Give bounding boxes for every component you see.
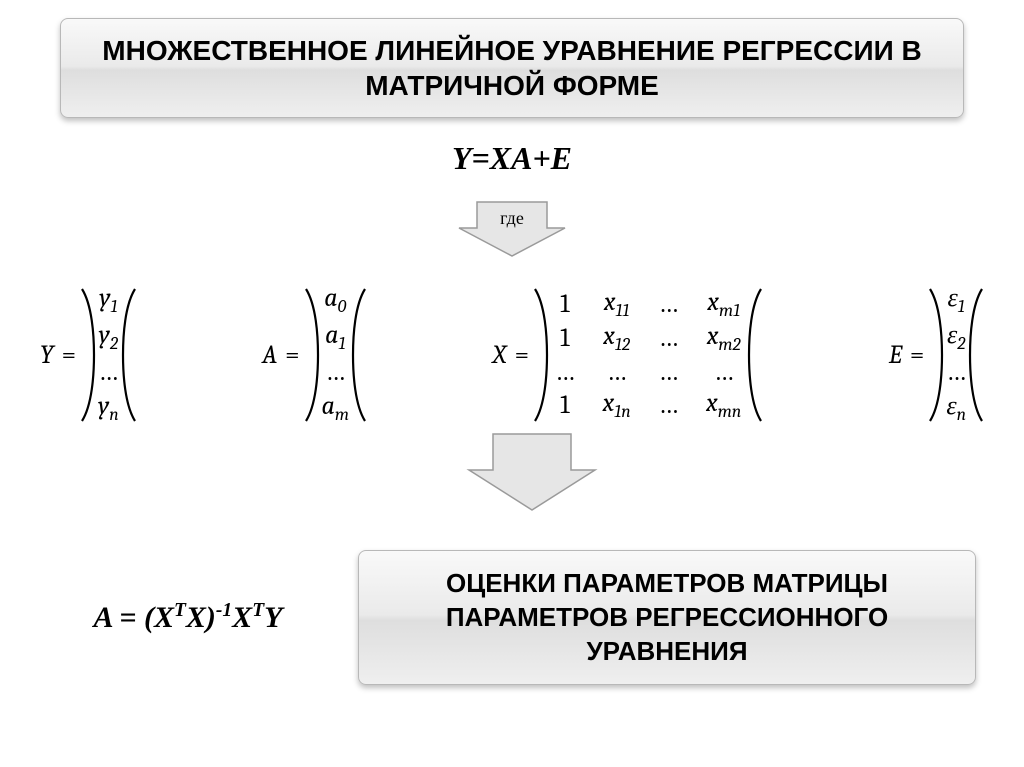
left-paren-icon <box>80 285 96 425</box>
formula-A: A = (XTX)-1XTY <box>48 600 328 635</box>
title-banner: МНОЖЕСТВЕННОЕ ЛИНЕЙНОЕ УРАВНЕНИЕ РЕГРЕСС… <box>60 18 964 118</box>
matrix-cell: … <box>659 390 679 420</box>
matrix-cell: … <box>603 357 631 387</box>
matrix-X-grid: 1 x11 … xm1 1 x12 … xm2 … … … … 1 x1n … … <box>549 287 747 422</box>
matrix-cell: ε2 <box>946 319 966 356</box>
matrix-cell: xm1 <box>706 287 741 321</box>
matrix-cell: … <box>322 356 350 390</box>
matrix-cell: εn <box>946 390 966 427</box>
matrix-cell: … <box>659 289 679 319</box>
matrix-cell: … <box>659 357 679 387</box>
where-label: где <box>453 208 571 229</box>
matrix-cell: xmn <box>706 388 741 422</box>
equals-sign: = <box>910 340 924 370</box>
matrix-cell: 1 <box>555 289 575 319</box>
left-paren-icon <box>304 285 320 425</box>
where-arrow: где <box>453 198 571 260</box>
matrix-Y-column: y1 y2 … yn <box>96 282 121 427</box>
result-banner: ОЦЕНКИ ПАРАМЕТРОВ МАТРИЦЫ ПАРАМЕТРОВ РЕГ… <box>358 550 976 685</box>
equals-sign: = <box>515 340 529 370</box>
matrix-cell: … <box>98 356 119 390</box>
matrix-cell: 1 <box>555 323 575 353</box>
matrix-cell: a0 <box>322 282 350 319</box>
matrix-cell: … <box>555 357 575 387</box>
equals-sign: = <box>285 340 299 370</box>
matrix-Y: Y = y1 y2 … yn <box>40 282 137 427</box>
matrix-cell: … <box>659 323 679 353</box>
matrix-Y-label: Y <box>40 340 54 370</box>
main-equation: Y=XA+E <box>0 140 1024 177</box>
footer-row: A = (XTX)-1XTY ОЦЕНКИ ПАРАМЕТРОВ МАТРИЦЫ… <box>48 550 976 685</box>
down-arrow-icon <box>463 428 601 516</box>
matrix-cell: ε1 <box>946 282 966 319</box>
matrix-cell: am <box>322 390 350 427</box>
matrix-A: A = a0 a1 … am <box>262 282 367 427</box>
matrix-cell: x12 <box>603 321 631 355</box>
right-paren-icon <box>351 285 367 425</box>
matrix-E-column: ε1 ε2 … εn <box>944 282 968 427</box>
matrix-A-label: A <box>262 340 277 370</box>
matrix-A-column: a0 a1 … am <box>320 282 352 427</box>
matrix-definitions: Y = y1 y2 … yn A = a0 a1 … am X = 1 x11 … <box>40 282 984 427</box>
matrix-cell: x11 <box>603 287 631 321</box>
matrix-E-label: E <box>889 340 902 370</box>
left-paren-icon <box>928 285 944 425</box>
matrix-cell: … <box>706 357 741 387</box>
matrix-cell: y1 <box>98 282 119 319</box>
matrix-cell: … <box>946 356 966 390</box>
matrix-X-label: X <box>492 340 506 370</box>
result-arrow <box>463 428 601 516</box>
right-paren-icon <box>747 285 763 425</box>
right-paren-icon <box>968 285 984 425</box>
left-paren-icon <box>533 285 549 425</box>
matrix-X: X = 1 x11 … xm1 1 x12 … xm2 … … … … 1 x1… <box>492 285 763 425</box>
matrix-cell: x1n <box>603 388 631 422</box>
equals-sign: = <box>62 340 76 370</box>
matrix-cell: y2 <box>98 319 119 356</box>
matrix-cell: yn <box>98 390 119 427</box>
right-paren-icon <box>121 285 137 425</box>
matrix-cell: xm2 <box>706 321 741 355</box>
matrix-E: E = ε1 ε2 … εn <box>889 282 984 427</box>
matrix-cell: a1 <box>322 319 350 356</box>
matrix-cell: 1 <box>555 390 575 420</box>
